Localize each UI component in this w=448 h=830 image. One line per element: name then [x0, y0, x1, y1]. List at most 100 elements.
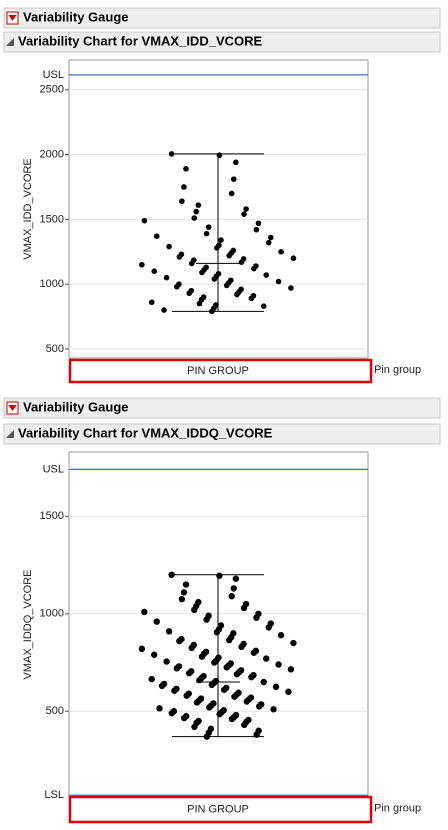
y-tick-label: 500	[46, 705, 64, 717]
data-point	[268, 234, 274, 241]
data-point	[232, 575, 240, 582]
data-point	[171, 687, 178, 694]
group-label: Pin group	[374, 364, 421, 376]
data-point	[214, 245, 220, 251]
outline-title: Variability Gauge	[23, 399, 129, 414]
outline-title: Variability Gauge	[23, 9, 129, 24]
data-point	[153, 233, 160, 240]
red-triangle-icon[interactable]	[8, 405, 17, 411]
data-point	[275, 278, 282, 285]
outline-header	[3, 397, 441, 419]
data-point	[138, 645, 146, 653]
y-tick-label: 2500	[40, 84, 64, 96]
spec-label: LSL	[44, 789, 64, 801]
data-point	[253, 226, 260, 233]
data-point	[180, 589, 188, 596]
y-axis-label: VMAX_IDD_VCORE	[22, 158, 34, 259]
y-tick-label: 1500	[40, 510, 64, 522]
data-point	[290, 639, 297, 647]
data-point	[174, 283, 180, 290]
x-group-box	[68, 795, 373, 824]
data-point	[188, 260, 195, 267]
data-point	[241, 721, 248, 729]
data-point	[275, 661, 282, 668]
data-point	[183, 166, 189, 172]
data-point	[243, 206, 249, 212]
disclosure-icon[interactable]	[6, 430, 14, 438]
data-point	[153, 618, 160, 625]
data-point	[176, 637, 183, 645]
data-point	[290, 255, 297, 262]
data-point	[206, 704, 213, 711]
data-point	[233, 159, 239, 166]
data-point	[226, 252, 232, 259]
data-point	[231, 693, 238, 700]
data-point	[203, 616, 210, 623]
data-point	[233, 671, 241, 678]
data-point	[277, 632, 285, 639]
data-point	[213, 629, 221, 636]
group-label: Pin group	[374, 802, 421, 814]
data-point	[196, 676, 203, 684]
data-point	[161, 307, 167, 313]
data-point	[168, 709, 176, 717]
data-point	[228, 593, 235, 600]
data-point	[166, 243, 172, 250]
y-axis-label: VMAX_IDDQ_VCORE	[22, 569, 34, 679]
data-point	[195, 202, 202, 208]
data-point	[253, 614, 260, 621]
y-tick-label: 1500	[40, 213, 64, 225]
data-point	[270, 706, 277, 713]
data-point	[255, 220, 262, 227]
data-point	[216, 710, 223, 718]
disclosure-icon[interactable]	[6, 38, 14, 46]
data-point	[288, 285, 294, 291]
data-point	[198, 653, 206, 660]
chart-header	[3, 31, 441, 53]
x-axis-label: PIN GROUP	[187, 803, 249, 815]
data-point	[241, 211, 247, 217]
data-point	[180, 714, 188, 722]
data-point	[163, 658, 170, 665]
data-point	[287, 666, 295, 673]
red-triangle-icon[interactable]	[8, 15, 17, 21]
data-point	[238, 643, 245, 651]
data-point	[151, 268, 158, 274]
chart-header	[3, 423, 441, 445]
data-point	[216, 572, 223, 579]
outline-header	[3, 7, 441, 29]
data-point	[193, 699, 201, 706]
data-point	[165, 628, 173, 635]
data-point	[263, 272, 270, 278]
data-point	[272, 683, 280, 691]
data-point	[193, 208, 200, 215]
data-point	[186, 670, 193, 677]
data-point	[228, 715, 236, 723]
data-point	[223, 282, 230, 289]
data-point	[230, 176, 237, 182]
data-point	[139, 261, 145, 268]
data-point	[248, 673, 255, 681]
data-point	[248, 295, 255, 302]
data-point	[260, 678, 267, 686]
data-point	[250, 649, 258, 656]
data-point	[234, 291, 240, 298]
x-group-box	[68, 358, 373, 384]
chart-title: Variability Chart for VMAX_IDD_VCORE	[18, 33, 262, 48]
data-point	[203, 733, 210, 740]
data-point	[199, 269, 205, 276]
data-point	[285, 688, 292, 695]
data-point	[141, 217, 148, 224]
data-point	[218, 237, 224, 243]
data-point	[251, 265, 257, 272]
data-point	[168, 571, 175, 578]
data-point	[265, 239, 272, 246]
y-tick-label: 1000	[40, 278, 64, 290]
data-point	[196, 300, 203, 307]
y-tick-label: 2000	[40, 148, 64, 160]
data-point	[156, 705, 163, 712]
data-point	[148, 299, 155, 306]
y-tick-label: 1000	[40, 608, 64, 620]
data-point	[278, 248, 284, 255]
